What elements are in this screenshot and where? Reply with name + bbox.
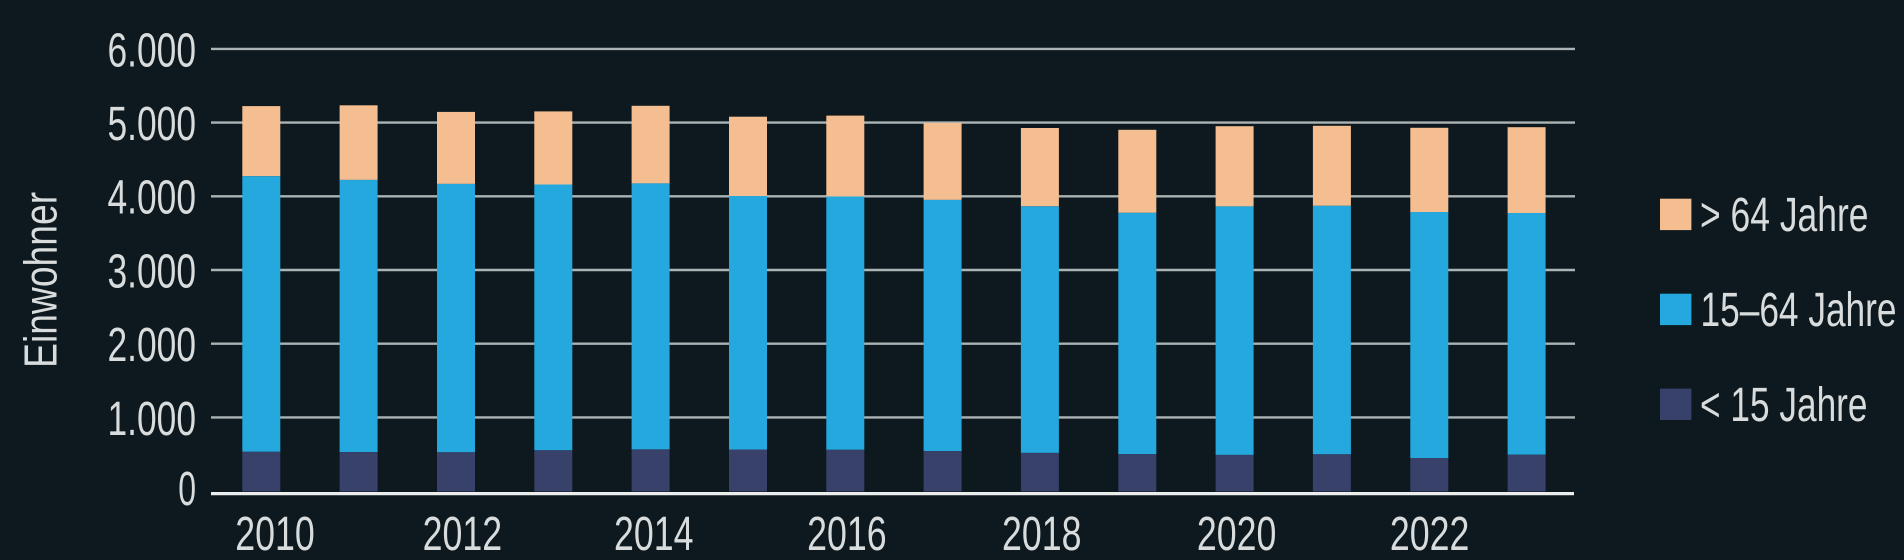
svg-text:2014: 2014 bbox=[614, 508, 694, 560]
svg-text:5.000: 5.000 bbox=[108, 98, 197, 151]
svg-text:2016: 2016 bbox=[807, 508, 887, 560]
svg-text:15–64 Jahre: 15–64 Jahre bbox=[1701, 284, 1897, 337]
svg-text:2018: 2018 bbox=[1002, 508, 1082, 560]
svg-text:2.000: 2.000 bbox=[108, 319, 197, 372]
svg-text:1.000: 1.000 bbox=[108, 393, 197, 446]
svg-text:Einwohner: Einwohner bbox=[14, 192, 66, 368]
svg-text:2012: 2012 bbox=[423, 508, 503, 560]
svg-text:3.000: 3.000 bbox=[108, 245, 197, 298]
svg-text:> 64 Jahre: > 64 Jahre bbox=[1700, 189, 1869, 242]
svg-text:0: 0 bbox=[178, 463, 196, 516]
svg-text:6.000: 6.000 bbox=[108, 24, 197, 77]
svg-text:2022: 2022 bbox=[1390, 508, 1470, 560]
svg-text:2010: 2010 bbox=[235, 508, 315, 560]
svg-text:< 15 Jahre: < 15 Jahre bbox=[1700, 379, 1868, 432]
svg-text:4.000: 4.000 bbox=[108, 172, 197, 225]
svg-text:2020: 2020 bbox=[1197, 508, 1277, 560]
